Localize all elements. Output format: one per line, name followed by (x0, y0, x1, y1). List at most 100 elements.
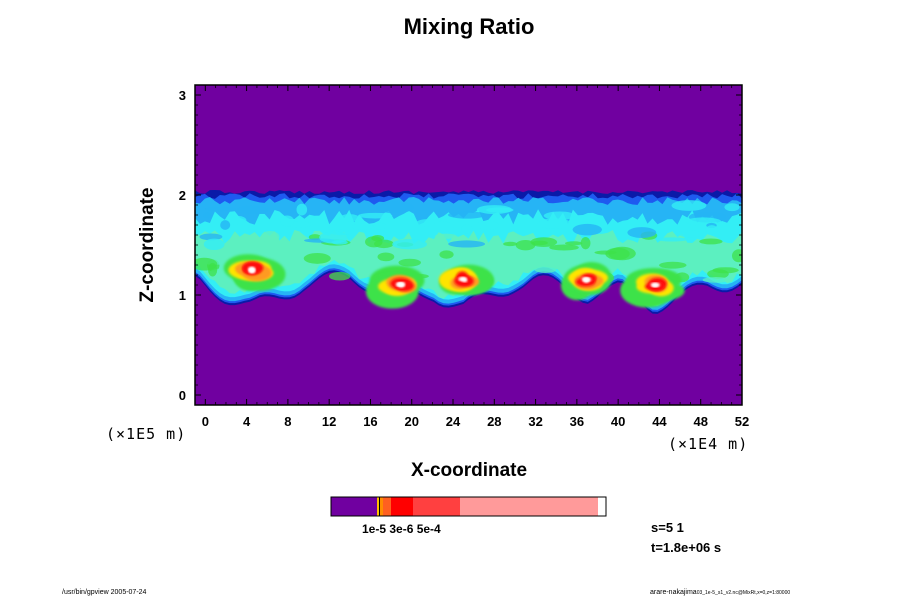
green-patch (531, 240, 548, 246)
x-tick-label: 44 (652, 414, 667, 429)
colorbar-segment (379, 497, 380, 516)
cyan-patch (375, 201, 414, 214)
cyan-patch (447, 211, 486, 219)
green-patch (608, 246, 636, 261)
cyan-patch (199, 233, 223, 241)
green-patch (348, 255, 367, 264)
x-tick-label: 0 (202, 414, 209, 429)
cyan-patch (486, 207, 514, 213)
x-tick-label: 24 (446, 414, 461, 429)
x-tick-label: 8 (284, 414, 291, 429)
colorbar-segment (383, 497, 391, 516)
green-patch (374, 239, 394, 249)
convective-cell (395, 282, 405, 287)
x-tick-label: 16 (363, 414, 377, 429)
y-tick-label: 1 (179, 288, 186, 303)
cyan-patch (296, 203, 308, 216)
green-patch (594, 250, 617, 255)
cyan-patch (220, 220, 231, 230)
green-patch (439, 250, 454, 259)
x-tick-label: 48 (693, 414, 707, 429)
cyan-patch (202, 212, 213, 219)
cyan-patch (678, 230, 703, 238)
green-patch (534, 265, 557, 274)
cyan-patch (230, 215, 247, 225)
cyan-patch (537, 218, 572, 229)
green-patch (565, 241, 583, 246)
cyan-patch (655, 237, 689, 242)
cyan-patch (352, 223, 374, 230)
green-patch (208, 262, 218, 277)
cyan-patch (280, 215, 295, 227)
x-axis-label: X-coordinate (410, 460, 528, 481)
cyan-patch (236, 205, 269, 215)
footer-right-main: arare-nakajima (650, 589, 697, 596)
cyan-patch (448, 240, 486, 248)
green-patch (303, 253, 331, 264)
y-tick-label: 3 (179, 88, 186, 103)
green-patch (195, 247, 213, 260)
colorbar (330, 496, 607, 517)
info-time: t=1.8e+06 s (651, 540, 722, 555)
cyan-patch (461, 224, 473, 234)
green-patch (377, 252, 395, 262)
x-tick-label: 52 (735, 414, 749, 429)
cyan-patch (572, 223, 602, 236)
y-tick-label: 0 (179, 388, 186, 403)
cyan-patch (671, 200, 707, 211)
y-axis-label: Z-coordinate (137, 187, 158, 303)
cyan-patch (543, 211, 576, 220)
colorbar-segment (391, 497, 413, 516)
green-patch (655, 246, 678, 255)
convective-cell (248, 266, 256, 273)
green-patch (580, 237, 591, 250)
cyan-patch (319, 231, 349, 244)
green-patch (435, 233, 457, 239)
cyan-patch (476, 220, 499, 230)
green-patch (398, 258, 421, 267)
colorbar-frame (330, 496, 607, 517)
y-tick-label: 2 (179, 188, 186, 203)
green-patch (260, 231, 280, 243)
green-patch (699, 238, 723, 245)
cyan-patch (627, 227, 657, 239)
footer-left: /usr/bin/gpview 2005-07-24 (62, 589, 147, 596)
cyan-patch (358, 212, 393, 219)
x-tick-label: 36 (570, 414, 584, 429)
info-s: s=5 1 (651, 520, 684, 535)
cyan-patch (373, 222, 387, 230)
green-patch (697, 250, 729, 255)
x-tick-label: 20 (405, 414, 419, 429)
cyan-patch (705, 225, 719, 235)
green-patch (731, 249, 742, 263)
colorbar-segment (331, 497, 377, 516)
x-tick-label: 40 (611, 414, 625, 429)
green-patch (549, 244, 579, 251)
x-tick-label: 4 (243, 414, 251, 429)
cyan-patch (392, 239, 428, 250)
cyan-patch (203, 238, 225, 251)
colorbar-segment (413, 497, 460, 516)
green-patch (329, 271, 351, 281)
cyan-patch (205, 206, 236, 212)
green-patch (712, 267, 739, 274)
cyan-patch (724, 203, 740, 212)
chart-title: Mixing Ratio (403, 14, 535, 39)
x-axis-unit: (×1E4 m) (668, 435, 749, 453)
convective-cell (581, 277, 590, 282)
green-patch (503, 241, 518, 247)
x-tick-label: 28 (487, 414, 501, 429)
colorbar-segment (377, 497, 379, 516)
colorbar-segment (460, 497, 598, 516)
footer-right: arare-nakajima03_1e-5_s1_v2.nc@MixRt,x=0… (650, 589, 790, 596)
convective-cell (650, 283, 659, 287)
footer-right-small: 03_1e-5_s1_v2.nc@MixRt,x=0,z=1:80000 (696, 590, 791, 596)
y-axis-unit: (×1E5 m) (106, 425, 187, 443)
cyan-patch (339, 214, 360, 222)
convective-cell (458, 277, 467, 281)
x-tick-label: 12 (322, 414, 336, 429)
green-patch (659, 261, 687, 269)
green-patch (702, 276, 730, 283)
